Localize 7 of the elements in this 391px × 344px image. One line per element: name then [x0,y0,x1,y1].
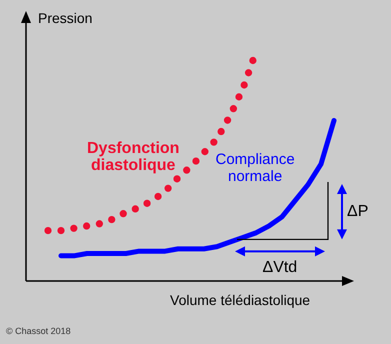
y-axis-title: Pression [38,10,92,26]
text: © Chassot 2018 [6,326,71,336]
series-label: Compliance normale [216,150,295,185]
annotation: ΔP [347,202,368,220]
x-axis-title: Volume télédiastolique [170,292,310,308]
annotation: ΔVtd [262,259,298,276]
series-label: Dysfonction diastolique [87,140,180,174]
